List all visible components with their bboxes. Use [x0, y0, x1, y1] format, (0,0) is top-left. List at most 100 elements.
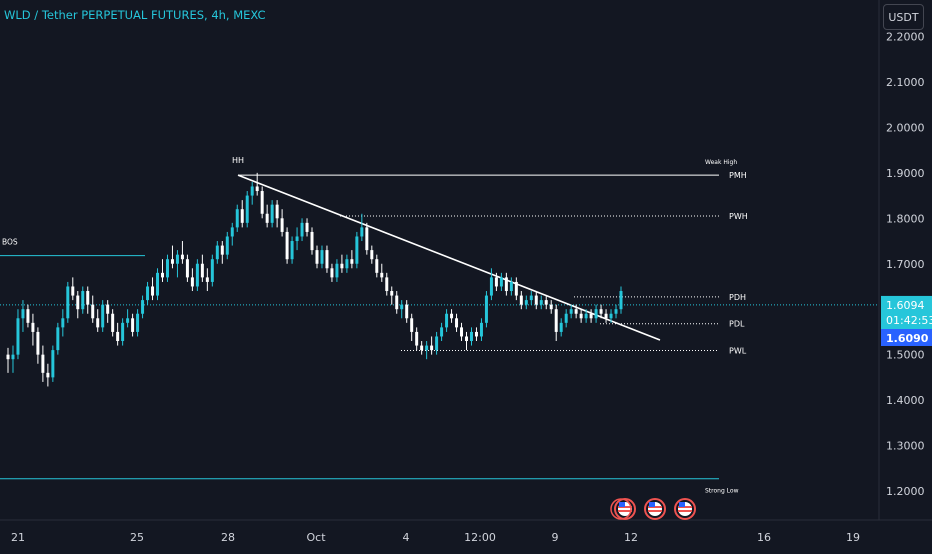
candle-body [325, 250, 328, 268]
candle-body [570, 309, 573, 314]
candle-body [151, 286, 154, 295]
candle-body [231, 227, 234, 236]
candle-body [550, 305, 553, 310]
candle-body [510, 282, 513, 291]
candle-body [500, 277, 503, 286]
candle-body [475, 332, 478, 337]
candle-body [480, 323, 483, 337]
candle-body [590, 314, 593, 319]
candle-body [296, 236, 299, 241]
candle-body [86, 291, 89, 305]
candle-body [340, 264, 343, 269]
candle-body [61, 318, 64, 327]
y-axis-tick-label: 1.2000 [886, 485, 925, 498]
candle-body [146, 286, 149, 300]
candle-body [585, 314, 588, 319]
y-axis-tick-label: 1.5000 [886, 349, 925, 362]
candle-body [370, 250, 373, 259]
candle-body [430, 346, 433, 351]
candle-body [560, 323, 563, 332]
candle-body [385, 277, 388, 291]
flag-canton [619, 502, 625, 507]
x-axis-tick-label: 12:00 [464, 531, 496, 544]
y-axis-tick-label: 1.4000 [886, 394, 925, 407]
x-axis-tick-label: 19 [846, 531, 860, 544]
level-label: Strong Low [705, 488, 739, 495]
candle-body [36, 332, 39, 355]
flag-canton [679, 502, 685, 507]
candle-body [400, 305, 403, 310]
candle-body [540, 300, 543, 305]
candle-body [126, 318, 129, 323]
candle-body [186, 259, 189, 277]
candle-body [610, 314, 613, 319]
candle-body [565, 314, 568, 323]
candle-body [266, 214, 269, 223]
candle-body [201, 264, 204, 278]
candle-body [420, 346, 423, 351]
candle-body [455, 318, 458, 327]
candle-body [470, 332, 473, 341]
x-axis-tick-label: 16 [757, 531, 771, 544]
x-axis-tick-label: 12 [624, 531, 638, 544]
candle-body [505, 277, 508, 291]
level-label: PDH [729, 293, 746, 302]
candle-body [515, 282, 518, 296]
candle-body [171, 259, 174, 264]
candle-body [161, 273, 164, 278]
candle-body [615, 309, 618, 314]
candle-body [375, 259, 378, 273]
us-flag-event-icon[interactable] [611, 499, 635, 519]
candle-body [276, 205, 279, 219]
candle-body [221, 246, 224, 255]
candle-body [106, 305, 109, 314]
candle-body [306, 223, 309, 232]
level-label: PMH [729, 171, 747, 180]
candle-body [335, 264, 338, 278]
x-axis-tick-label: 28 [221, 531, 235, 544]
candle-body [435, 336, 438, 350]
candle-body [530, 296, 533, 301]
level-label: PWH [729, 212, 748, 221]
candle-body [380, 273, 383, 278]
x-axis-tick-label: 9 [552, 531, 559, 544]
candle-body [450, 314, 453, 319]
candle-body [256, 186, 259, 191]
candle-body [136, 314, 139, 332]
y-axis-tick-label: 1.7000 [886, 258, 925, 271]
y-axis-tick-label: 2.1000 [886, 76, 925, 89]
candle-body [291, 241, 294, 259]
candle-body [281, 218, 284, 232]
candle-body [166, 259, 169, 277]
candle-body [246, 196, 249, 223]
candle-body [251, 186, 254, 195]
candle-body [96, 318, 99, 327]
candle-body [580, 314, 583, 319]
candle-body [365, 227, 368, 250]
candle-body [271, 205, 274, 223]
x-axis-tick-label: 4 [403, 531, 410, 544]
candle-body [141, 300, 144, 314]
candle-body [410, 318, 413, 332]
candle-body [56, 327, 59, 350]
candle-body [355, 236, 358, 263]
candle-body [390, 291, 393, 296]
candle-body [91, 305, 94, 319]
level-label: BOS [2, 238, 18, 247]
us-flag-event-icon[interactable] [675, 499, 695, 519]
currency-button[interactable]: USDT [883, 4, 924, 30]
candle-body [216, 246, 219, 260]
candle-body [311, 232, 314, 250]
candle-body [490, 277, 493, 295]
candle-body [31, 323, 34, 332]
candle-body [156, 273, 159, 296]
candle-body [211, 259, 214, 282]
candle-body [575, 309, 578, 314]
candle-body [51, 350, 54, 377]
us-flag-event-icon[interactable] [645, 499, 665, 519]
candle-body [330, 268, 333, 277]
candle-body [26, 309, 29, 323]
candle-body [81, 291, 84, 309]
